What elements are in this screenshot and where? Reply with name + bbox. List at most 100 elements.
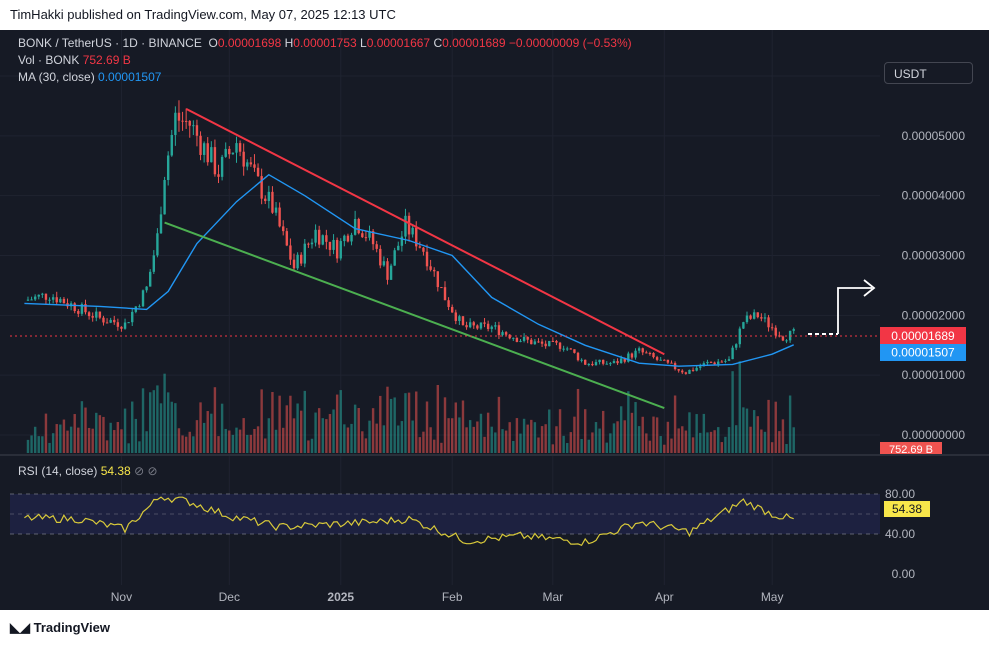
volume-bar (285, 405, 289, 453)
candle-body (681, 370, 684, 373)
ma-legend[interactable]: MA (30, close) 0.00001507 (18, 70, 161, 84)
volume-bar (440, 442, 443, 453)
candlestick-chart[interactable]: 0.000060000.000050000.000040000.00003000… (0, 30, 989, 610)
volume-bar (321, 418, 324, 453)
volume-bar (296, 403, 299, 453)
price-tick-label: 0.00000000 (902, 428, 966, 442)
rsi-visibility-icons[interactable]: ⊘ ⊘ (134, 464, 158, 478)
candle-body (285, 231, 289, 246)
volume-bar (788, 395, 792, 453)
candle-body (303, 243, 306, 264)
volume-bar (41, 436, 44, 453)
volume-bar (371, 408, 375, 453)
candle-body (231, 152, 235, 155)
candle-body (454, 312, 457, 321)
volume-bar (289, 395, 292, 453)
candle-body (299, 254, 303, 264)
candle-body (627, 353, 630, 362)
volume-bar (717, 427, 720, 453)
volume-bar (465, 427, 468, 453)
volume-bar (616, 421, 619, 453)
candle-body (709, 361, 713, 363)
volume-bar (317, 408, 321, 453)
volume-bar (343, 424, 346, 453)
candle-body (159, 214, 163, 234)
volume-bar (594, 422, 598, 453)
rsi-axis: 80.00 40.00 0.00 (885, 487, 915, 581)
volume-bar (605, 442, 608, 453)
volume-bar (670, 438, 673, 453)
candle-body (386, 261, 389, 280)
volume-bar (623, 420, 626, 453)
candle-body (156, 233, 159, 256)
volume-bar (33, 426, 37, 453)
volume-bar (627, 391, 630, 453)
candle-body (206, 143, 209, 163)
volume-bar (619, 406, 623, 453)
candle-body (763, 317, 767, 319)
volume-bar (450, 418, 454, 453)
volume-bar (515, 418, 519, 453)
candle-body (415, 227, 418, 247)
projection-path (837, 287, 872, 334)
candle-body (548, 340, 551, 347)
rsi-value-tag (884, 501, 930, 517)
candle-body (80, 304, 84, 314)
candle-body (734, 344, 738, 348)
volume-bar (688, 412, 691, 453)
volume-bar (691, 437, 695, 453)
candle-body (105, 322, 109, 324)
candle-body (587, 363, 591, 365)
candle-body (594, 362, 598, 366)
volume-bar (310, 438, 314, 453)
candle-body (292, 259, 296, 269)
symbol-legend[interactable]: BONK / TetherUS · 1D · BINANCE O0.000016… (18, 36, 632, 50)
candle-body (55, 297, 58, 303)
volume-bar (684, 430, 688, 453)
volume-bar (231, 434, 235, 453)
rsi-legend[interactable]: RSI (14, close) 54.38 ⊘ ⊘ (18, 464, 158, 478)
volume-bar (508, 422, 511, 453)
candle-body (41, 293, 44, 295)
volume-bar (533, 422, 537, 453)
volume-bar (454, 402, 457, 453)
candle-body (742, 322, 745, 329)
volume-bar (55, 424, 58, 453)
candle-body (195, 125, 199, 136)
candle-body (296, 254, 299, 269)
chart-area[interactable]: 0.000060000.000050000.000040000.00003000… (0, 30, 989, 610)
candle-body (170, 134, 173, 156)
volume-bar (436, 384, 440, 453)
candle-body (73, 303, 76, 312)
candle-body (328, 241, 332, 250)
candle-body (663, 359, 666, 361)
candle-body (246, 162, 249, 167)
volume-bar (612, 423, 616, 453)
close-value: 0.00001689 (442, 36, 506, 50)
candle-body (670, 362, 673, 364)
volume-legend[interactable]: Vol · BONK 752.69 B (18, 53, 131, 67)
candle-body (580, 359, 583, 361)
volume-bar (461, 400, 465, 453)
candle-body (483, 322, 486, 324)
volume-bar (540, 426, 544, 453)
candle-body (645, 352, 648, 354)
currency-button[interactable]: USDT (884, 62, 973, 84)
volume-bar (202, 422, 206, 453)
symbol-name[interactable]: BONK / TetherUS · 1D · BINANCE (18, 36, 202, 50)
volume-bar (468, 420, 472, 453)
volume-bar (123, 408, 127, 453)
volume-bar (598, 428, 601, 453)
volume-bar (228, 430, 231, 453)
volume-bar (537, 437, 540, 453)
volume-bar (303, 390, 306, 453)
candle-body (562, 348, 565, 350)
volume-bar (238, 429, 242, 453)
volume-bar (213, 387, 217, 453)
candle-body (267, 191, 271, 202)
candle-body (666, 359, 670, 363)
volume-bar (752, 410, 756, 453)
candle-body (382, 261, 386, 266)
volume-bar (181, 435, 184, 453)
candle-body (422, 247, 425, 252)
